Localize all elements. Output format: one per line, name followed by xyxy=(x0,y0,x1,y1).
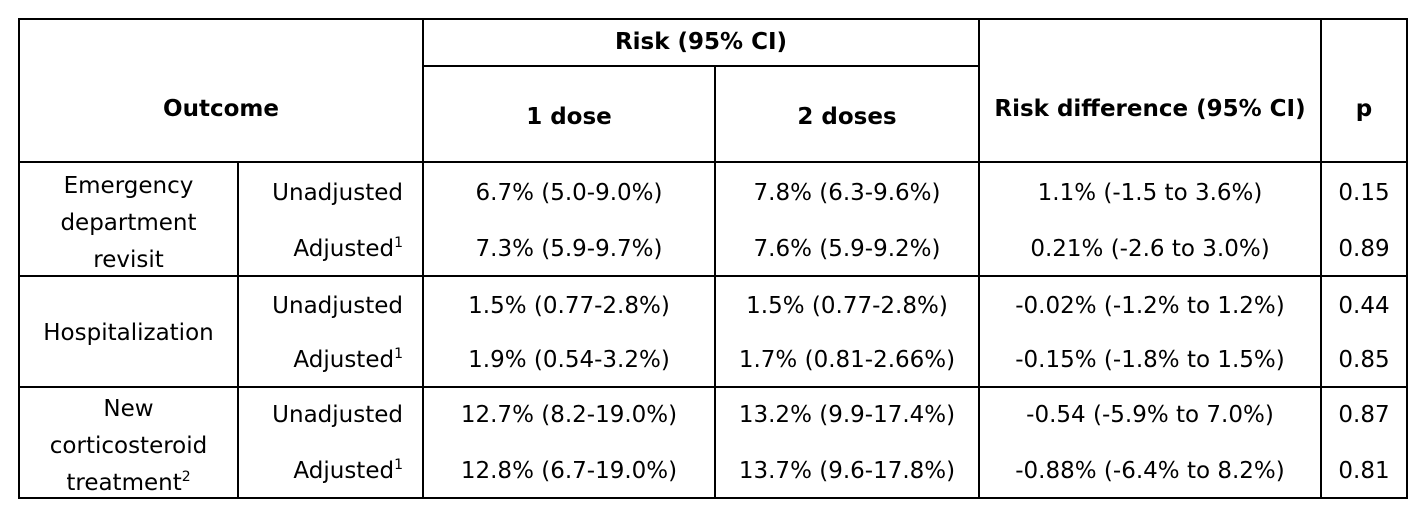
cell-risk-difference: -0.54 (-5.9% to 7.0%) xyxy=(1026,402,1274,428)
col-divider-rd xyxy=(1320,18,1322,499)
cell-risk-difference: -0.15% (-1.8% to 1.5%) xyxy=(1015,347,1285,373)
outcome-label-line: department xyxy=(60,210,197,236)
table-border-right xyxy=(1406,18,1408,499)
outcome-label-line: Emergency xyxy=(63,173,194,199)
cell-dose1: 7.3% (5.9-9.7%) xyxy=(475,236,663,262)
col-divider-doses xyxy=(714,65,716,499)
header-dose1: 1 dose xyxy=(526,104,612,130)
header-outcome: Outcome xyxy=(163,96,279,122)
cell-risk-difference: -0.02% (-1.2% to 1.2%) xyxy=(1015,293,1285,319)
cell-risk-difference: 1.1% (-1.5 to 3.6%) xyxy=(1037,180,1263,206)
cell-p: 0.89 xyxy=(1338,236,1390,262)
cell-risk-difference: 0.21% (-2.6 to 3.0%) xyxy=(1030,236,1270,262)
cell-p: 0.85 xyxy=(1338,347,1390,373)
cell-dose2: 13.7% (9.6-17.8%) xyxy=(738,458,956,484)
cell-dose2: 7.8% (6.3-9.6%) xyxy=(753,180,941,206)
col-divider-risk xyxy=(978,18,980,499)
row-type-label: Adjusted1 xyxy=(293,457,403,484)
row-type-label: Adjusted1 xyxy=(293,346,403,373)
outcome-label-line: Hospitalization xyxy=(43,320,214,346)
cell-risk-difference: -0.88% (-6.4% to 8.2%) xyxy=(1015,458,1285,484)
row-type-label: Adjusted1 xyxy=(293,235,403,262)
outcome-label-line: New xyxy=(103,396,154,422)
col-divider-type xyxy=(422,18,424,499)
header-dose2: 2 doses xyxy=(797,104,897,130)
header-risk-difference: Risk difference (95% CI) xyxy=(994,96,1306,122)
outcome-label-line: treatment2 xyxy=(66,469,191,496)
cell-p: 0.87 xyxy=(1338,402,1390,428)
header-p: p xyxy=(1355,96,1373,122)
row-type-label: Unadjusted xyxy=(272,180,403,206)
row-type-label: Unadjusted xyxy=(272,293,403,319)
cell-dose1: 12.8% (6.7-19.0%) xyxy=(460,458,678,484)
table-border-top xyxy=(18,18,1408,20)
row-type-label: Unadjusted xyxy=(272,402,403,428)
cell-dose2: 1.7% (0.81-2.66%) xyxy=(738,347,956,373)
cell-p: 0.15 xyxy=(1338,180,1390,206)
cell-dose1: 1.5% (0.77-2.8%) xyxy=(468,293,670,319)
table-border-bottom xyxy=(18,497,1408,499)
group-divider-2 xyxy=(18,386,1408,388)
cell-dose2: 7.6% (5.9-9.2%) xyxy=(753,236,941,262)
outcome-label-line: corticosteroid xyxy=(49,433,208,459)
outcome-label-line: revisit xyxy=(93,247,164,273)
risk-subheader-divider xyxy=(423,65,979,67)
header-risk-group: Risk (95% CI) xyxy=(614,29,788,55)
header-divider xyxy=(18,161,1408,163)
group-divider-1 xyxy=(18,275,1408,277)
cell-p: 0.44 xyxy=(1338,293,1390,319)
cell-dose1: 6.7% (5.0-9.0%) xyxy=(475,180,663,206)
cell-dose1: 1.9% (0.54-3.2%) xyxy=(468,347,670,373)
cell-dose2: 13.2% (9.9-17.4%) xyxy=(738,402,956,428)
cell-dose1: 12.7% (8.2-19.0%) xyxy=(460,402,678,428)
cell-p: 0.81 xyxy=(1338,458,1390,484)
col-divider-outcome xyxy=(237,161,239,499)
table-border-left xyxy=(18,18,20,499)
cell-dose2: 1.5% (0.77-2.8%) xyxy=(746,293,948,319)
